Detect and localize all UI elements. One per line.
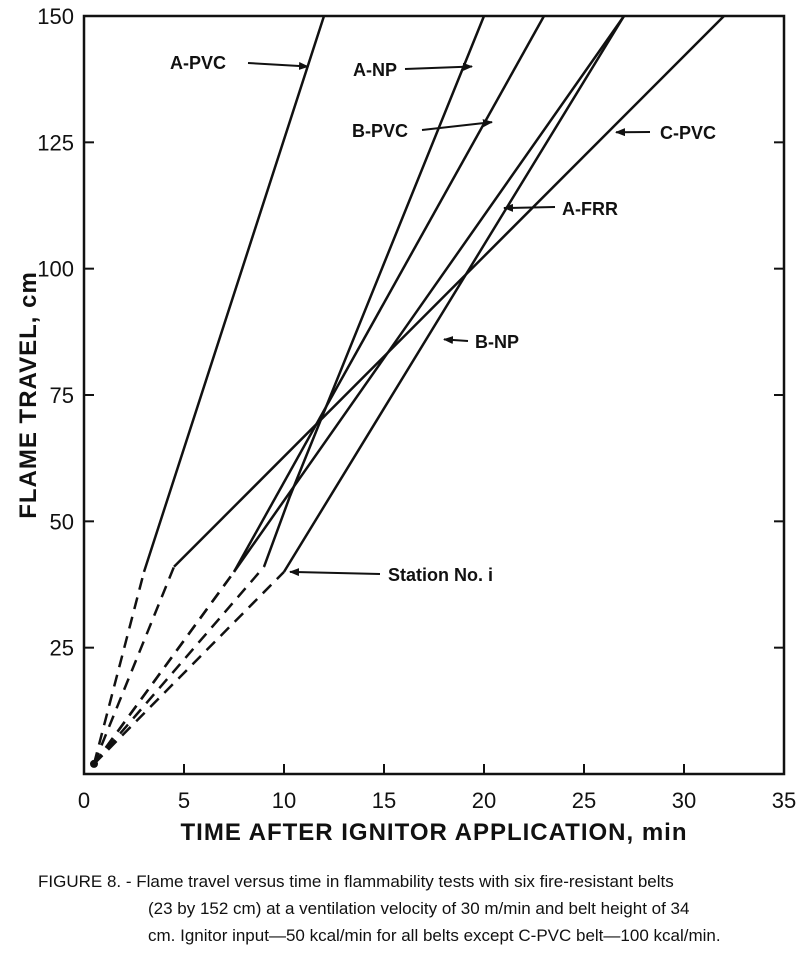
annotations: A-PVC A-NP B-PVC C-PVC A-FRR B-NP Station No. … <box>170 53 716 585</box>
x-tick-label: 0 <box>78 788 90 813</box>
series-b-np-dashed <box>93 571 285 765</box>
x-tick-label: 10 <box>272 788 296 813</box>
y-axis-title: FLAME TRAVEL, cm <box>15 271 42 519</box>
series-a-pvc-dashed <box>92 571 146 765</box>
x-tick-label: 25 <box>572 788 596 813</box>
annotation-label: C-PVC <box>660 123 716 143</box>
x-axis-ticks: 0 5 10 15 20 25 30 35 <box>78 764 796 813</box>
caption-line-2: (23 by 152 cm) at a ventilation velocity… <box>148 899 690 918</box>
annotation-arrow <box>289 568 381 577</box>
series-lines <box>90 15 725 768</box>
y-tick-label: 125 <box>37 130 74 155</box>
annotation-arrow <box>443 336 469 344</box>
annotation-arrow <box>404 62 473 71</box>
series-b-pvc <box>232 15 546 573</box>
y-tick-label: 100 <box>37 257 74 282</box>
x-axis-title: TIME AFTER IGNITOR APPLICATION, min <box>181 819 688 846</box>
y-tick-label: 50 <box>50 509 74 534</box>
annotation-label: Station No. i <box>388 565 493 585</box>
annotation-label: B-NP <box>475 332 519 352</box>
annotation-label: B-PVC <box>352 121 408 141</box>
series-c-pvc <box>173 15 725 568</box>
x-tick-label: 15 <box>372 788 396 813</box>
series-a-frr <box>232 15 626 573</box>
annotation-arrow <box>503 203 556 212</box>
x-tick-label: 20 <box>472 788 496 813</box>
annotation-label: A-NP <box>353 60 397 80</box>
y-tick-label: 25 <box>50 636 74 661</box>
x-tick-label: 5 <box>178 788 190 813</box>
series-b-np <box>282 15 626 573</box>
annotation-label: A-FRR <box>562 199 618 219</box>
annotation-arrow <box>247 62 309 70</box>
annotation-arrow <box>421 119 493 131</box>
series-a-np-dashed <box>93 565 265 765</box>
caption-line-3: cm. Ignitor input—50 kcal/min for all be… <box>148 926 721 945</box>
annotation-label: A-PVC <box>170 53 226 73</box>
x-tick-label: 30 <box>672 788 696 813</box>
series-a-pvc <box>142 15 326 573</box>
caption-line-1: FIGURE 8. - Flame travel versus time in … <box>38 872 674 891</box>
figure-caption: FIGURE 8. - Flame travel versus time in … <box>38 868 783 949</box>
flame-travel-chart: 0 5 10 15 20 25 30 35 25 50 75 100 125 150 A-PVC A-NP… <box>15 4 796 846</box>
y-tick-label: 150 <box>37 4 74 29</box>
series-c-pvc-dashed <box>92 566 176 765</box>
y-axis-ticks: 25 50 75 100 125 150 <box>37 4 784 661</box>
y-tick-label: 75 <box>50 383 74 408</box>
x-tick-label: 35 <box>772 788 796 813</box>
series-a-np <box>262 15 486 568</box>
series-a-frr-dashed <box>92 571 236 765</box>
origin-point <box>90 759 98 768</box>
